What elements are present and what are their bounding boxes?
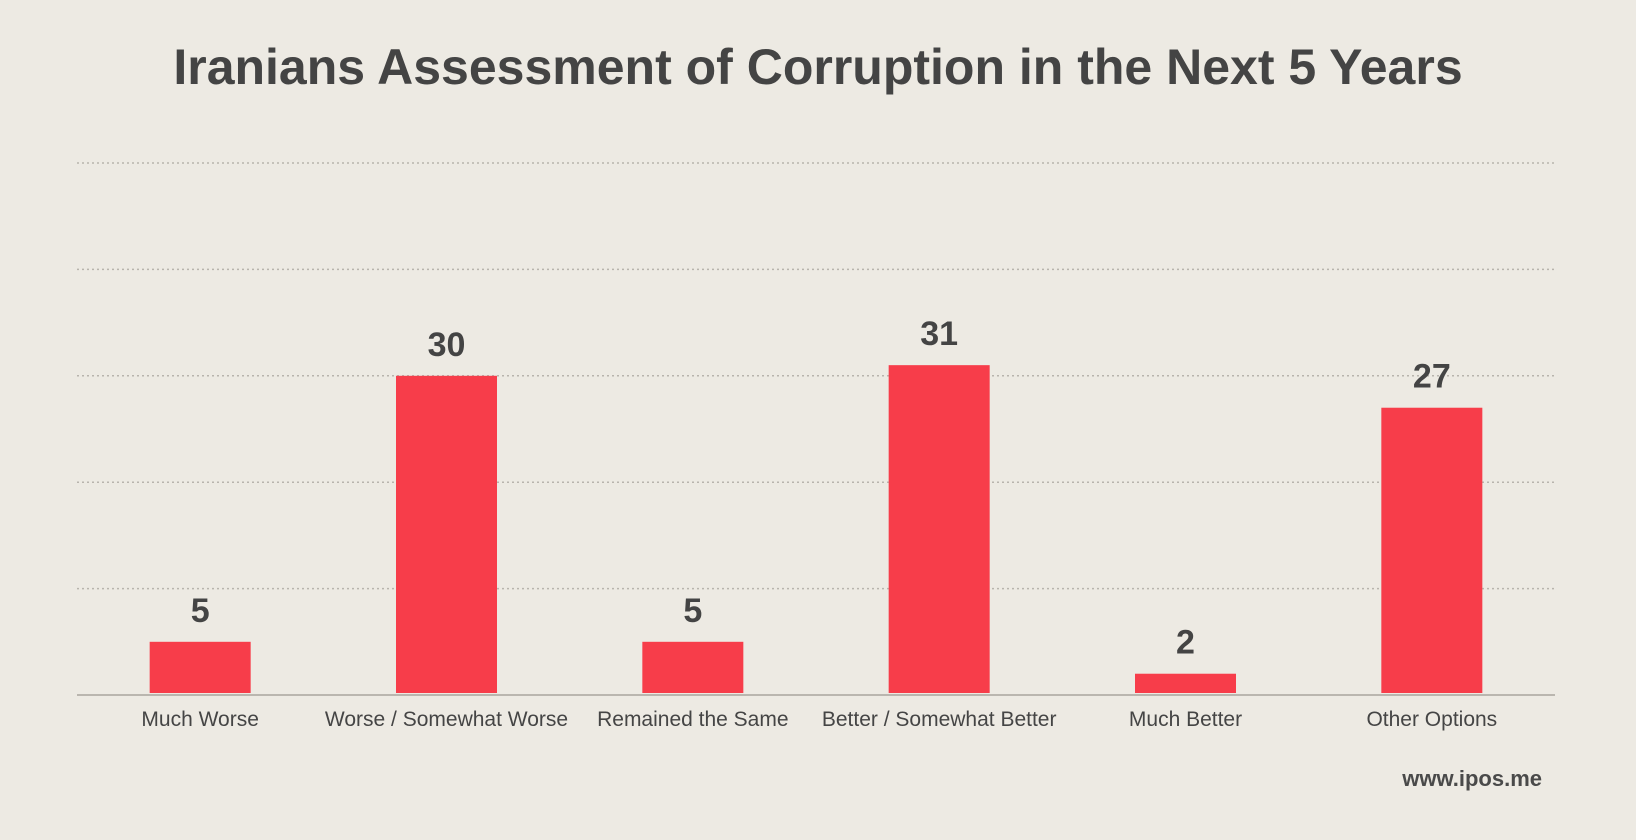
bars: [149, 365, 1483, 693]
category-label: Better / Somewhat Better: [822, 708, 1057, 731]
bar: [396, 375, 497, 693]
value-label: 5: [191, 592, 210, 630]
gridlines: [77, 162, 1555, 590]
category-label: Much Better: [1129, 708, 1242, 731]
value-label: 2: [1176, 624, 1195, 662]
bar: [888, 365, 990, 693]
value-labels: 5 30 5 31 2 27: [191, 315, 1451, 662]
category-label: Other Options: [1366, 708, 1497, 731]
bar: [642, 641, 744, 693]
source-credit: www.ipos.me: [1402, 766, 1542, 791]
bar: [149, 641, 251, 693]
chart-title: Iranians Assessment of Corruption in the…: [173, 39, 1463, 95]
value-label: 31: [920, 315, 958, 353]
value-label: 30: [428, 326, 466, 364]
bar: [1381, 407, 1483, 693]
category-label: Worse / Somewhat Worse: [325, 708, 568, 731]
bar: [1135, 673, 1236, 693]
category-label: Much Worse: [141, 708, 258, 731]
value-label: 27: [1413, 358, 1451, 396]
category-labels: Much Worse Worse / Somewhat Worse Remained…: [141, 708, 1497, 731]
value-label: 5: [683, 592, 702, 630]
category-label: Remained the Same: [597, 708, 788, 731]
